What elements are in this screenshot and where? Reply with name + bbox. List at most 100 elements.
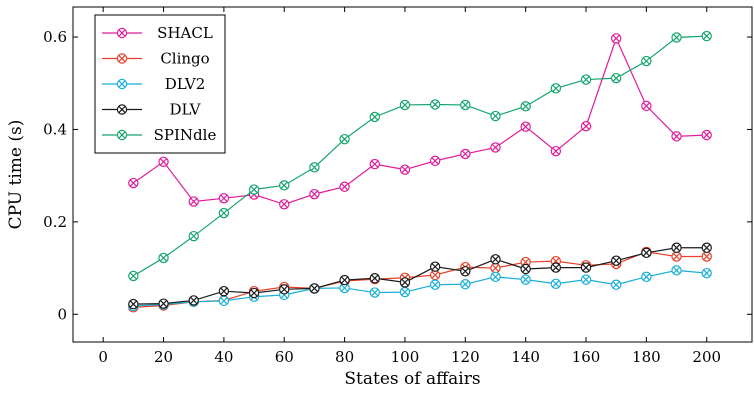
legend-label: SPINdle [154,126,217,144]
data-point-dlv [460,266,471,277]
data-point-shacl [701,129,712,141]
data-point-spindle [158,252,169,264]
data-point-shacl [490,142,501,153]
x-tick-label: 100 [391,348,420,366]
data-point-shacl [429,155,441,167]
plot-frame [72,6,753,343]
x-tick-label: 80 [335,348,354,366]
data-point-dlv2 [520,274,531,285]
data-point-spindle [279,180,290,191]
legend-item-spindle: SPINdle [102,126,216,144]
data-point-shacl [309,188,320,200]
y-tick-label: 0 [57,305,67,323]
data-point-dlv [279,284,290,295]
data-point-dlv2 [580,274,592,285]
data-point-spindle [671,32,682,43]
data-point-dlv2 [369,287,380,298]
legend-item-shacl: SHACL [102,24,213,42]
data-point-dlv [520,263,531,275]
x-tick-label: 200 [692,348,721,366]
data-point-spindle [701,30,712,42]
legend-marker [116,53,128,64]
data-point-dlv2 [218,295,230,307]
data-point-spindle [520,101,531,112]
data-point-dlv [309,283,320,294]
data-point-dlv [158,298,169,309]
legend-label: SHACL [157,24,213,42]
data-point-shacl [460,148,471,160]
data-point-spindle [218,207,230,219]
data-point-dlv2 [611,279,622,290]
data-point-dlv [399,277,411,288]
data-point-dlv [611,255,622,266]
data-point-spindle [580,74,592,85]
data-point-dlv2 [339,282,350,294]
legend-item-clingo: Clingo [102,50,210,68]
series-shacl [128,33,712,210]
data-point-dlv [671,242,682,253]
data-point-dlv [218,285,230,297]
x-tick-label: 140 [511,348,540,366]
data-point-shacl [158,156,169,167]
data-point-dlv2 [701,267,712,279]
data-point-dlv2 [429,279,441,290]
data-point-spindle [641,55,652,67]
data-point-dlv2 [460,279,471,290]
legend-label: Clingo [160,50,209,68]
data-point-dlv2 [641,271,652,283]
data-point-shacl [399,164,411,175]
series-dlv [128,242,712,310]
series-spindle [128,30,712,282]
data-point-spindle [399,99,411,111]
y-tick-label: 0.6 [43,28,67,46]
data-point-spindle [188,230,199,242]
legend-marker [116,129,128,141]
data-point-shacl [128,177,139,189]
x-tick-label: 120 [451,348,480,366]
data-point-clingo [490,262,501,274]
data-point-spindle [339,133,350,145]
data-point-spindle [460,99,471,111]
data-point-spindle [490,110,501,122]
data-point-dlv [248,287,260,299]
data-point-spindle [128,270,139,282]
data-point-shacl [611,33,622,44]
data-point-dlv [550,262,562,273]
y-tick-label: 0.2 [43,213,67,231]
data-point-spindle [611,72,622,84]
data-point-shacl [671,131,682,142]
legend-marker [116,78,128,90]
data-point-shacl [218,193,230,204]
legend: SHACL Clingo DLV2 DLV SPINdle [94,14,226,154]
data-point-shacl [641,100,652,112]
data-point-clingo [671,251,682,262]
data-point-spindle [550,83,562,94]
data-point-dlv [339,274,350,286]
y-tick-label: 0.4 [43,120,67,138]
data-point-dlv2 [399,286,411,298]
data-point-shacl [550,145,562,157]
series-dlv2 [128,265,712,312]
legend-marker [116,104,128,115]
data-point-dlv2 [490,271,501,283]
data-point-dlv [580,262,592,273]
x-tick-label: 40 [214,348,233,366]
data-point-dlv [701,242,712,253]
x-tick-label: 160 [572,348,601,366]
x-tick-label: 0 [98,348,108,366]
data-point-dlv [490,254,501,265]
data-point-dlv [128,298,139,310]
x-tick-label: 60 [275,348,294,366]
data-point-shacl [339,181,350,192]
axes [72,6,753,343]
data-point-dlv [641,247,652,259]
x-tick-label: 180 [632,348,661,366]
legend-marker [116,27,128,39]
data-point-dlv [188,295,199,306]
x-axis-label: States of affairs [344,369,480,389]
ticks: 0 20 40 60 80 100 120 140 160 180 200 0 0.2 0.4 0.6 [43,7,752,366]
data-point-dlv2 [671,265,682,276]
data-point-shacl [279,199,290,210]
